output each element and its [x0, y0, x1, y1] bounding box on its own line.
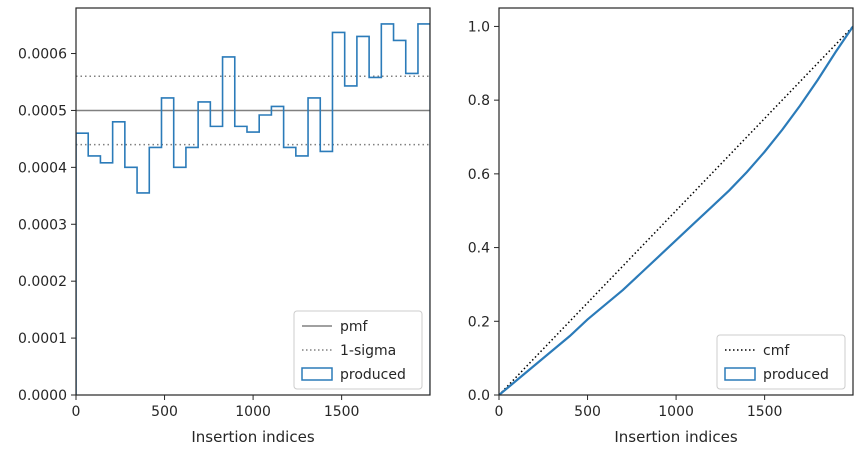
plot-area — [499, 25, 853, 395]
x-tick-label: 0 — [72, 404, 81, 420]
y-tick-label: 0.0006 — [18, 47, 67, 63]
x-tick-label: 1500 — [324, 404, 360, 420]
plot-area — [76, 23, 430, 395]
x-tick-label: 1000 — [235, 404, 271, 420]
legend-label-produced: produced — [763, 367, 829, 383]
x-tick-label: 1000 — [658, 404, 694, 420]
y-tick-label: 0.2 — [468, 314, 490, 330]
x-tick-label: 1500 — [747, 404, 783, 420]
legend-label-pmf: pmf — [340, 319, 369, 335]
x-tick-label: 500 — [151, 404, 178, 420]
y-tick-label: 0.0005 — [18, 103, 67, 119]
y-tick-label: 0.0004 — [18, 160, 67, 176]
y-tick-label: 0.0 — [468, 388, 490, 404]
y-tick-label: 0.8 — [468, 93, 490, 109]
legend-swatch-produced — [724, 367, 756, 381]
y-tick-label: 0.0000 — [18, 388, 67, 404]
y-tick-label: 0.0001 — [18, 331, 67, 347]
chart-panel-1: 0 500 1000 1500 0.0000 0.0001 0.0002 0.0003 0.00… — [18, 7, 431, 446]
x-axis-label: Insertion indices — [191, 428, 314, 446]
produced-step-series — [76, 23, 430, 395]
legend-box — [716, 334, 846, 390]
cmf-line — [499, 25, 853, 395]
y-tick-label: 0.6 — [468, 167, 490, 183]
legend-box — [293, 310, 423, 390]
y-tick-label: 0.0003 — [18, 217, 67, 233]
y-tick-label: 0.4 — [468, 241, 490, 257]
chart-panel-2: 0 500 1000 1500 0.0 0.2 0.4 0.6 0.8 1.0 Insertion … — [468, 7, 854, 446]
legend-label-produced: produced — [340, 367, 406, 383]
legend-label-cmf: cmf — [763, 343, 790, 359]
y-tick-label: 0.0002 — [18, 274, 67, 290]
x-axis-label: Insertion indices — [614, 428, 737, 446]
legend-label-1-sigma: 1-sigma — [340, 343, 396, 359]
legend: cmf produced — [716, 334, 846, 390]
x-tick-label: 500 — [574, 404, 601, 420]
legend: pmf 1-sigma produced — [293, 310, 423, 390]
y-tick-label: 1.0 — [468, 19, 490, 35]
legend-swatch-produced — [301, 367, 333, 381]
produced-cdf-line — [499, 25, 853, 395]
x-tick-label: 0 — [495, 404, 504, 420]
